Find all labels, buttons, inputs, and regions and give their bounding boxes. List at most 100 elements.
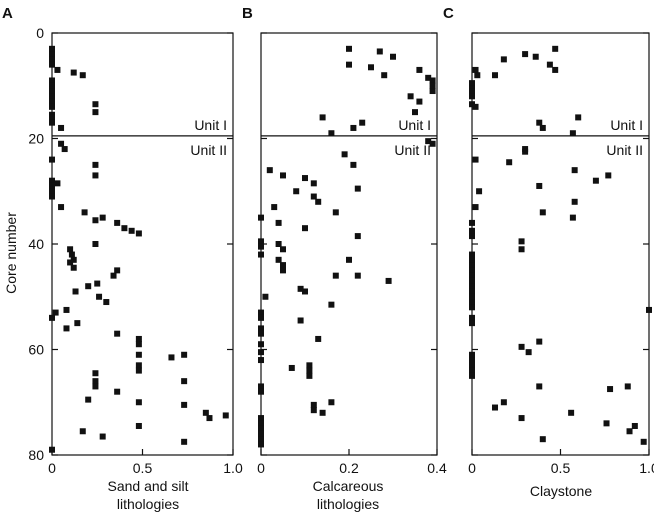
panel-a-data-point — [81, 209, 88, 216]
panel-c-data-point — [571, 167, 578, 174]
panel-c-data-point — [571, 198, 578, 205]
panel-b-x-tick-label: 0.2 — [339, 460, 359, 476]
panel-b-x-tick-label: 0.4 — [427, 460, 447, 476]
panel-b-data-point — [346, 256, 352, 263]
panel-c-data-point — [552, 45, 559, 52]
panel-b-data-point — [258, 430, 264, 437]
panel-a-data-point — [96, 293, 103, 300]
panel-b-data-point — [280, 262, 286, 269]
panel-c-data-point — [469, 93, 475, 100]
panel-a-data-point — [49, 88, 55, 95]
panel-b-data-point — [315, 198, 322, 205]
panel-b-letter: B — [242, 5, 253, 22]
panel-a-x-tick-label: 1.0 — [223, 460, 243, 476]
panel-b-data-point — [416, 98, 423, 105]
panel-c-x-title-line1: Claystone — [530, 483, 592, 499]
panel-c-data-point — [469, 367, 475, 374]
panel-c-letter: C — [443, 5, 454, 22]
panel-b-data-point — [328, 130, 335, 137]
panel-b-data-point — [412, 109, 418, 116]
panel-b-data-point — [346, 61, 352, 68]
panel-a-data-point — [114, 267, 121, 274]
panel-b-data-point — [306, 367, 313, 374]
panel-c-data-point — [500, 399, 507, 406]
panel-b-data-point — [310, 180, 317, 187]
panel-b-data-point — [425, 74, 432, 81]
panel-a-data-point — [74, 320, 81, 327]
panel-c-data-point — [469, 357, 475, 364]
panel-a-data-point — [49, 314, 55, 321]
panel-a-data-point — [181, 401, 188, 408]
panel-c-data-point — [469, 362, 475, 369]
panel-c-data-point — [469, 262, 475, 269]
panel-a-data-point — [202, 409, 209, 416]
panel-a-data-point — [49, 188, 55, 195]
panel-a-data-point — [92, 370, 99, 377]
panel-a-data-point — [58, 204, 65, 211]
panel-a-data-point — [128, 227, 135, 234]
panel-c-data-point — [469, 304, 475, 311]
panel-b-data-point — [376, 48, 383, 55]
panel-b-data-point — [354, 185, 361, 192]
panel-b-data-point — [302, 288, 308, 295]
panel-a-data-point — [206, 415, 213, 422]
panel-a-data-point — [94, 280, 101, 287]
panel-a-x-title-line1: Sand and silt — [108, 478, 189, 494]
panel-c: C Claystone Unit I Unit II 0 0.5 1.0 — [443, 5, 654, 499]
panel-a-data-point — [135, 351, 142, 358]
panel-b-data-point — [310, 193, 317, 200]
panel-c-data-point — [469, 256, 475, 263]
panel-a-data-point — [135, 367, 142, 374]
panel-a-data-point — [49, 103, 55, 110]
panel-a-data-point — [181, 351, 188, 358]
panel-c-x-tick-label: 0 — [468, 460, 476, 476]
panel-a-data-point — [49, 114, 55, 121]
panel-b-data-point — [368, 64, 374, 71]
panel-c-data-point — [607, 386, 614, 393]
panel-b-x-tick-label: 0 — [257, 460, 265, 476]
panel-b-data-point — [332, 209, 339, 216]
panel-b-data-point — [350, 124, 357, 131]
panel-b-data-point — [407, 93, 414, 100]
panel-b-data-point — [280, 267, 286, 274]
panel-a-data-point — [135, 422, 142, 429]
panel-c-data-point — [500, 56, 507, 63]
panel-c-data-point — [472, 103, 479, 110]
panel-a-data-point — [49, 93, 55, 100]
panel-c-data-point — [469, 293, 475, 300]
panel-c-data-point — [472, 156, 479, 163]
panel-c-data-point — [536, 338, 543, 345]
panel-b-data-point — [288, 364, 295, 371]
panel-b-data-point — [275, 256, 282, 263]
panel-b-data-point — [258, 349, 264, 356]
panel-c-data-point — [469, 283, 475, 290]
panel-b-data-point — [429, 140, 436, 147]
panel-c-x-tick-label: 1.0 — [639, 460, 654, 476]
panel-b-data-point — [315, 335, 322, 342]
y-tick-label: 40 — [28, 236, 44, 252]
panel-c-data-point — [492, 404, 499, 411]
panel-a-data-point — [52, 309, 59, 316]
panel-a-data-point — [85, 283, 92, 290]
panel-b: B Calcareous lithologies Unit I Unit II 0 0… — [242, 5, 447, 512]
panel-a-data-point — [49, 182, 55, 189]
panel-c-data-point — [518, 343, 525, 350]
panel-c-data-point — [539, 436, 546, 443]
panel-b-data-point — [310, 407, 317, 414]
panel-a-data-point — [114, 330, 121, 337]
panel-b-data-point — [302, 225, 308, 232]
panel-a-data-point — [99, 214, 106, 221]
panel-a-data-point — [92, 383, 99, 390]
panel-a-data-point — [49, 177, 55, 184]
panel-b-unit-i-label: Unit I — [398, 117, 431, 133]
panel-a-data-point — [114, 388, 121, 395]
panel-a-data-point — [135, 230, 142, 237]
panel-b-data-point — [354, 272, 361, 279]
panel-a-frame — [51, 32, 234, 456]
panel-c-data-point — [624, 383, 631, 390]
panel-b-data-point — [429, 88, 436, 95]
panel-b-data-point — [425, 138, 432, 145]
panel-b-data-point — [258, 383, 264, 390]
panel-c-data-point — [474, 72, 481, 79]
